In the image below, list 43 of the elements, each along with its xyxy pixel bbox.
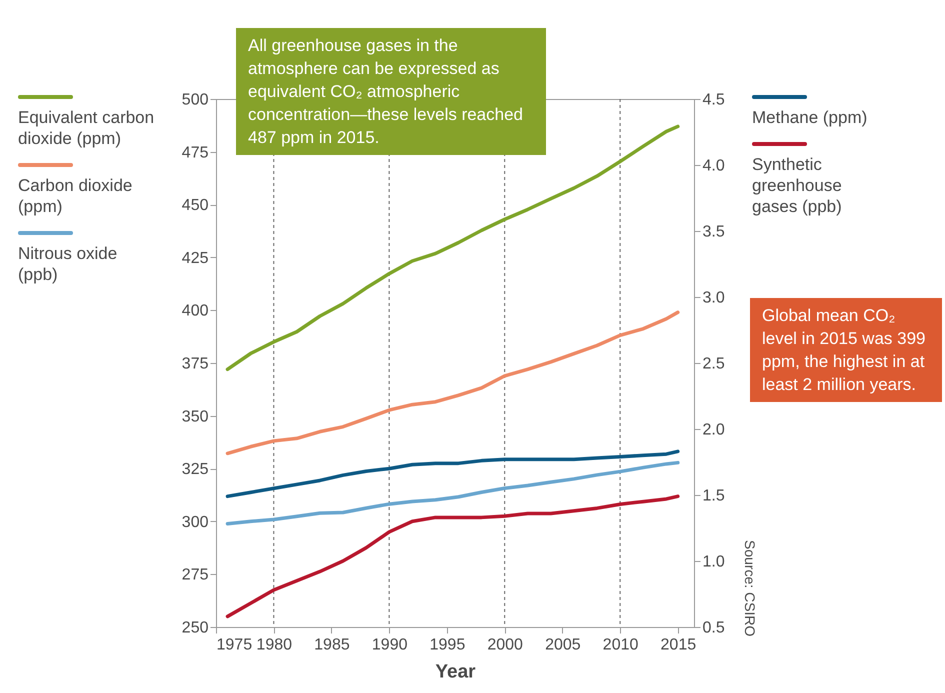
y2-tick-label: 1.0	[702, 554, 725, 570]
y-tick-label: 450	[182, 197, 209, 214]
x-tick-label: 1995	[430, 636, 466, 654]
y-tick-label: 475	[182, 144, 209, 162]
x-tick-label: 2000	[487, 636, 524, 654]
x-tick-label: 1980	[256, 636, 292, 654]
y-tick-label: 400	[182, 302, 209, 320]
legend-label: Equivalent carbon dioxide (ppm)	[18, 107, 156, 149]
x-tick-label: 2015	[660, 636, 696, 654]
y-tick-label: 275	[182, 566, 209, 584]
y2-tick-label: 3.0	[702, 290, 725, 306]
y-tick-label: 350	[182, 408, 209, 426]
line-series	[226, 450, 680, 498]
line-series	[226, 310, 680, 456]
line-series	[226, 124, 680, 372]
y-tick-label: 250	[182, 620, 209, 636]
legend-label: Carbon dioxide (ppm)	[18, 175, 134, 217]
x-tick-label: 1985	[314, 636, 350, 654]
y2-tick-label: 2.5	[702, 356, 725, 372]
y2-tick-label: 3.5	[702, 224, 725, 240]
legend-label: Synthetic greenhouse gases (ppb)	[752, 154, 843, 217]
y2-tick-label: 4.5	[702, 92, 725, 108]
line-series	[226, 460, 680, 526]
y2-tick-label: 2.0	[702, 422, 725, 438]
x-axis-title: Year	[435, 662, 476, 682]
x-tick-label: 2010	[602, 636, 639, 654]
x-tick-label: 1990	[372, 636, 408, 654]
line-series	[226, 494, 680, 618]
y-tick-label: 325	[182, 461, 209, 478]
y-tick-label: 375	[182, 356, 209, 372]
y-tick-label: 500	[182, 92, 209, 108]
y2-tick-label: 1.5	[702, 488, 725, 504]
source-note: Source: CSIRO	[742, 540, 758, 636]
y2-tick-label: 4.0	[702, 158, 725, 174]
legend-label: Nitrous oxide (ppb)	[18, 243, 118, 285]
x-tick-label: 1975	[216, 636, 252, 654]
text: Global mean CO₂ level in 2015 was 399 ppm, the highest in at least 2 million years.	[750, 298, 942, 402]
y2-tick-label: 0.5	[702, 620, 725, 636]
legend-label: Methane (ppm)	[752, 107, 868, 128]
y-tick-label: 300	[182, 514, 209, 531]
y-tick-label: 425	[182, 250, 209, 267]
annotation: All greenhouse gases in the atmosphere can be expressed as equivalent CO₂ atmospheric concentration—these levels reached 487 ppm in 2015.	[236, 28, 546, 155]
x-tick-label: 2005	[545, 636, 581, 654]
